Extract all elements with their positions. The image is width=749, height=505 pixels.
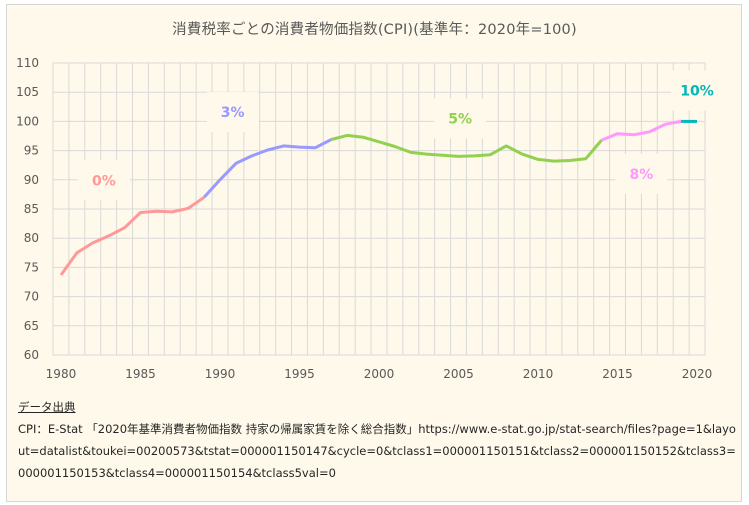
series-line-8pct	[601, 119, 682, 142]
tax-rate-label: 3%	[221, 105, 245, 121]
tax-rate-label: 8%	[629, 167, 653, 183]
y-tick-label: 95	[24, 144, 39, 158]
x-tick-label: 2020	[682, 367, 713, 381]
y-tick-label: 105	[16, 85, 39, 99]
label-backdrop	[206, 92, 259, 133]
x-tick-label: 2015	[602, 367, 633, 381]
tax-rate-label: 10%	[680, 83, 714, 99]
y-tick-label: 85	[24, 202, 39, 216]
y-tick-label: 80	[24, 231, 39, 245]
x-tick-label: 1995	[284, 367, 315, 381]
y-tick-label: 60	[24, 348, 39, 362]
y-tick-label: 110	[16, 56, 39, 70]
x-tick-label: 1990	[205, 367, 236, 381]
tax-rate-label: 0%	[92, 173, 116, 189]
source-heading: データ出典	[18, 400, 76, 414]
label-backdrop	[434, 98, 487, 139]
chart-title: 消費税率ごとの消費者物価指数(CPI)(基準年：2020年=100)	[172, 22, 577, 38]
y-tick-label: 75	[24, 260, 39, 274]
x-tick-label: 2010	[523, 367, 554, 381]
series-line-3pct	[202, 138, 332, 199]
series-lines	[59, 119, 697, 276]
y-tick-label: 65	[24, 319, 39, 333]
y-tick-label: 100	[16, 114, 39, 128]
series-line-5pct	[330, 133, 603, 163]
segment-labels: 0% 3% 5% 8% 10%	[77, 70, 724, 201]
source-note: データ出典 CPI：E-Stat 「2020年基準消費者物価指数 持家の帰属家賃…	[18, 396, 738, 484]
chart-card	[6, 4, 742, 502]
x-tick-label: 1985	[125, 367, 156, 381]
label-backdrop	[671, 70, 724, 111]
series-line-0pct	[59, 196, 205, 276]
x-tick-label: 2000	[364, 367, 395, 381]
source-text: CPI：E-Stat 「2020年基準消費者物価指数 持家の帰属家賃を除く総合指…	[18, 422, 736, 480]
x-axis: 1980 1985 1990 1995 2000 2005 2010 2015 2020	[46, 367, 713, 381]
y-tick-label: 90	[24, 173, 39, 187]
y-tick-label: 70	[24, 290, 39, 304]
y-axis: 60 65 70 75 80 85 90 95 100 105 110	[16, 56, 39, 362]
label-backdrop	[77, 160, 130, 201]
x-tick-label: 1980	[46, 367, 77, 381]
label-backdrop	[615, 153, 668, 194]
x-tick-label: 2005	[443, 367, 474, 381]
tax-rate-label: 5%	[448, 111, 472, 127]
grid-lines	[52, 62, 706, 356]
